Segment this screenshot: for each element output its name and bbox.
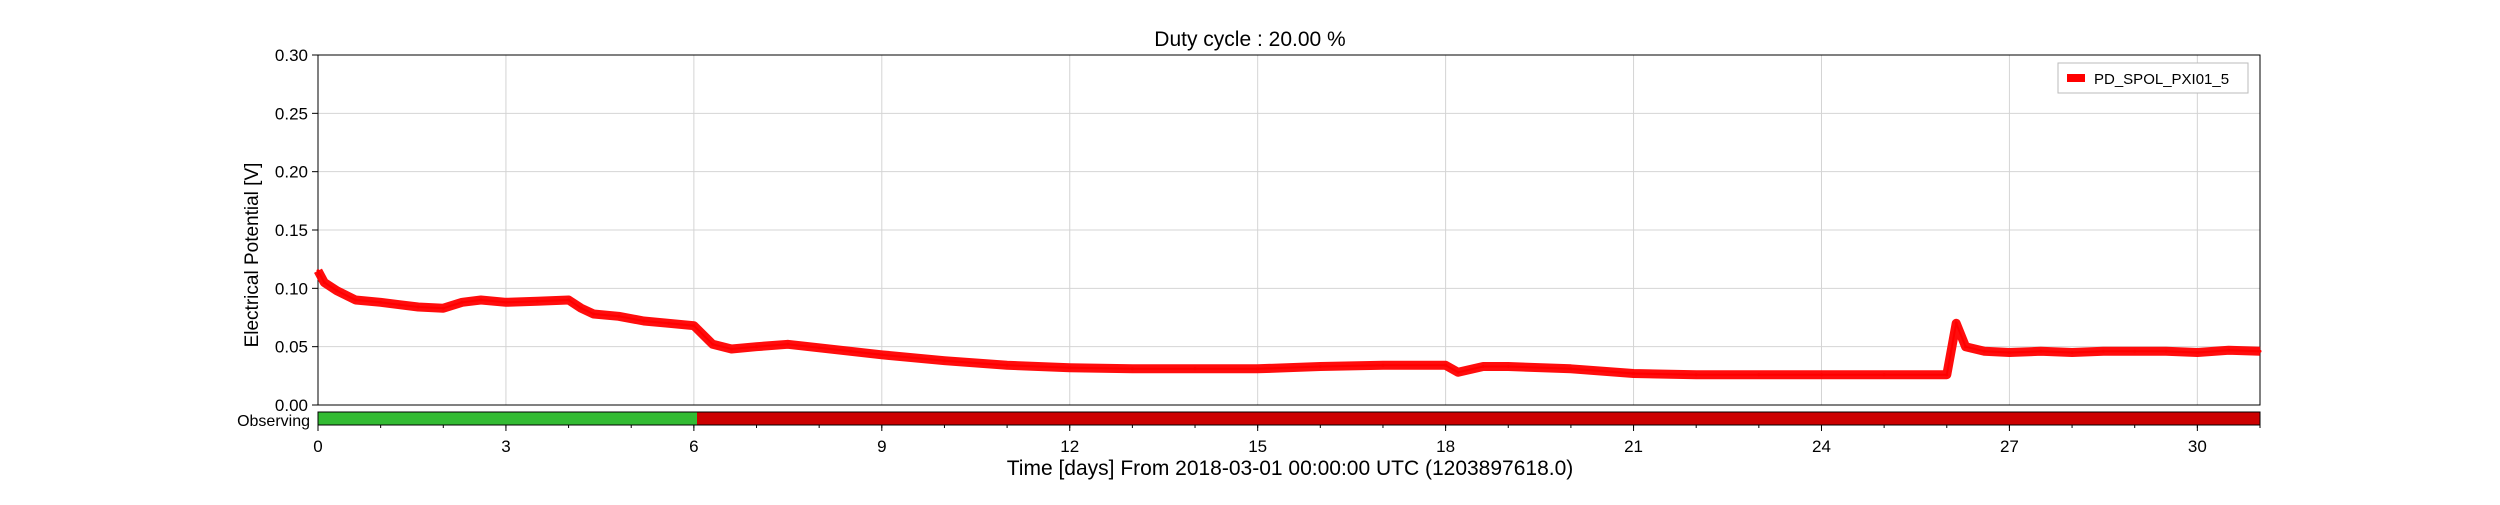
- series-point: [416, 305, 420, 309]
- series-point: [730, 347, 733, 351]
- legend-label: PD_SPOL_PXI01_5: [2094, 71, 2229, 88]
- y-tick-label: 0.00: [275, 396, 308, 415]
- series-point: [1381, 363, 1385, 367]
- x-tick-label: 24: [1812, 437, 1831, 456]
- series-point: [460, 300, 464, 304]
- state-bar-label: Observing: [237, 413, 310, 430]
- series-point: [617, 314, 621, 318]
- series-point: [1068, 366, 1072, 370]
- series-point: [2070, 351, 2074, 354]
- y-tick-label: 0.05: [275, 338, 308, 357]
- series-point: [1569, 367, 1573, 371]
- series-point: [2133, 349, 2137, 353]
- series-point: [642, 319, 646, 323]
- series-point: [711, 342, 715, 346]
- series-point: [379, 300, 383, 304]
- series-point: [1982, 349, 1986, 353]
- state-segment-off: [697, 412, 2261, 425]
- chart-title: Duty cycle : 20.00 %: [1154, 28, 1345, 51]
- series-point: [2258, 349, 2262, 353]
- series-point: [479, 298, 483, 302]
- x-tick-label: 0: [313, 437, 322, 456]
- series-point: [1130, 367, 1134, 371]
- series-point: [1945, 373, 1949, 377]
- series-point: [335, 289, 339, 293]
- series-point: [2039, 349, 2043, 353]
- series-point: [1256, 367, 1260, 371]
- state-segment-on: [318, 412, 698, 425]
- plot-area: [314, 54, 2262, 406]
- x-tick-labels: 0 3 6 9 12 15 18 21 24 27 30: [313, 437, 2207, 456]
- series-point: [943, 359, 946, 363]
- series-point: [397, 303, 401, 307]
- series-point: [579, 306, 583, 310]
- y-tick-label: 0.10: [275, 279, 308, 298]
- series-point: [817, 346, 821, 350]
- x-tick-label: 21: [1624, 437, 1643, 456]
- y-tick-label: 0.30: [275, 46, 308, 65]
- series-point: [786, 342, 790, 346]
- state-segments: [318, 412, 2261, 425]
- x-tick-label: 30: [2188, 437, 2207, 456]
- x-tick-label: 6: [689, 437, 698, 456]
- series-point: [1481, 365, 1485, 368]
- x-tick-label: 15: [1248, 437, 1267, 456]
- series-point: [1757, 373, 1761, 377]
- series-line-band: [314, 268, 2261, 380]
- y-tick-label: 0.15: [275, 221, 308, 240]
- series-line: [317, 270, 2261, 376]
- legend-box: [2057, 62, 2249, 94]
- series-point: [1193, 367, 1197, 371]
- series-point: [1318, 365, 1322, 368]
- series-point: [1005, 363, 1009, 367]
- series-point: [2007, 351, 2011, 354]
- series-point: [504, 300, 508, 304]
- series-point: [2101, 349, 2105, 353]
- legend: PD_SPOL_PXI01_5: [2057, 62, 2249, 94]
- series-point: [849, 349, 852, 353]
- y-tick-label: 0.20: [275, 163, 308, 182]
- series-point: [1506, 365, 1510, 368]
- y-tick-label: 0.25: [275, 104, 308, 123]
- series-point: [567, 298, 571, 302]
- series-point: [535, 299, 539, 303]
- series-point: [1954, 321, 1958, 325]
- series-point: [354, 298, 358, 302]
- series-point: [880, 353, 884, 357]
- x-tick-label: 27: [2000, 437, 2019, 456]
- series-point: [1444, 363, 1448, 367]
- series-point: [1820, 373, 1823, 377]
- y-axis-label: Electrical Potential [V]: [242, 163, 263, 348]
- series-point: [1964, 345, 1968, 349]
- x-tick-label: 12: [1060, 437, 1079, 456]
- series-point: [667, 321, 671, 325]
- series-point: [1456, 370, 1460, 374]
- series-point: [1694, 373, 1698, 377]
- series-point: [2195, 351, 2199, 354]
- x-tick-label: 3: [501, 437, 510, 456]
- series-point: [316, 269, 320, 273]
- state-bar-frame: [317, 411, 2261, 426]
- series-point: [322, 281, 326, 284]
- series-point: [592, 312, 596, 316]
- x-axis-label: Time [days] From 2018-03-01 00:00:00 UTC…: [1007, 457, 1574, 480]
- y-tick-labels: 0.00 0.05 0.10 0.15 0.20 0.25 0.30: [275, 46, 308, 415]
- grid-layer: [312, 54, 2261, 431]
- series-point: [2227, 348, 2231, 352]
- x-tick-label: 9: [877, 437, 886, 456]
- state-bar: Observing: [237, 411, 2261, 430]
- series-point: [755, 345, 758, 349]
- series-point: [692, 324, 696, 328]
- legend-swatch: [2067, 74, 2085, 82]
- series-point: [2164, 349, 2168, 353]
- series-layer: [314, 268, 2262, 380]
- series-point: [1882, 373, 1886, 377]
- x-tick-label: 18: [1436, 437, 1455, 456]
- series-point: [1632, 372, 1635, 375]
- plot-frame: [317, 54, 2261, 406]
- series-point: [441, 306, 445, 310]
